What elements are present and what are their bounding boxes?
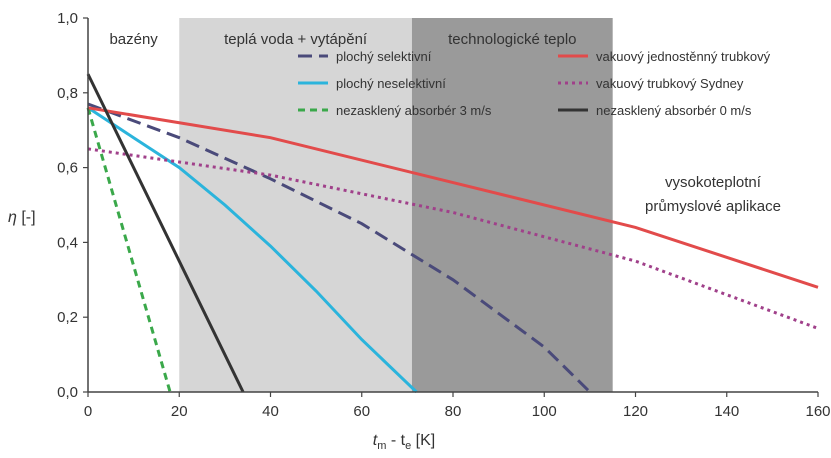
x-axis-label-t: t bbox=[373, 432, 378, 449]
x-tick-label: 100 bbox=[532, 403, 557, 420]
x-tick-label: 140 bbox=[714, 403, 739, 420]
x-tick-label: 0 bbox=[84, 403, 92, 420]
legend-entry-vakuovy-jednostenny-trubkovy: vakuový jednostěnný trubkový bbox=[596, 49, 771, 64]
y-axis-label: η [-] bbox=[8, 209, 36, 226]
x-tick-label: 60 bbox=[353, 403, 370, 420]
x-axis-label-unit: [K] bbox=[411, 432, 435, 449]
tick-labels: 0 20 40 60 80 100 120 140 160 0,0 0,2 0,4 0,6 0,8 1,0 bbox=[57, 10, 830, 420]
legend: plochý selektivní plochý neselektivní neza… bbox=[298, 49, 771, 118]
y-tick-label: 0,4 bbox=[57, 234, 78, 251]
zone-label-bazeny: bazény bbox=[109, 31, 158, 48]
x-axis-label: tm - te [K] bbox=[373, 432, 435, 452]
y-tick-label: 0,0 bbox=[57, 384, 78, 401]
zone-bands bbox=[88, 18, 613, 392]
annotation-line-2: průmyslové aplikace bbox=[645, 198, 781, 215]
series-line-plochy-neselektivni bbox=[87, 106, 418, 394]
zone-band-tepla-voda-vytapeni bbox=[179, 18, 412, 392]
legend-entry-plochy-selektivni: plochý selektivní bbox=[336, 49, 432, 64]
y-axis-label-unit: [-] bbox=[17, 209, 36, 226]
legend-entry-plochy-neselektivni: plochý neselektivní bbox=[336, 76, 446, 91]
zone-label-technologicke-teplo: technologické teplo bbox=[448, 31, 576, 48]
legend-entry-nezaskleny-absorber-3-m-s: nezasklený absorbér 3 m/s bbox=[336, 103, 492, 118]
legend-entry-nezaskleny-absorber-0-m-s: nezasklený absorbér 0 m/s bbox=[596, 103, 752, 118]
x-tick-label: 40 bbox=[262, 403, 279, 420]
x-axis-label-minus-t: - t bbox=[386, 432, 405, 449]
y-tick-label: 1,0 bbox=[57, 10, 78, 27]
x-tick-label: 20 bbox=[171, 403, 188, 420]
legend-entry-vakuovy-trubkovy-sydney: vakuový trubkový Sydney bbox=[596, 76, 744, 91]
annotation-line-1: vysokoteplotní bbox=[665, 174, 762, 191]
series-line-vakuovy-trubkovy-sydney bbox=[87, 147, 819, 330]
y-tick-label: 0,6 bbox=[57, 160, 78, 177]
series-line-nezaskleny-absorber-3-m-s bbox=[86, 107, 172, 393]
y-tick-label: 0,8 bbox=[57, 85, 78, 102]
zone-band-bazeny bbox=[88, 18, 180, 392]
x-tick-label: 160 bbox=[805, 403, 830, 420]
zone-labels: bazény teplá voda + vytápění technologické… bbox=[109, 31, 576, 48]
x-tick-label: 80 bbox=[445, 403, 462, 420]
series-lines bbox=[86, 73, 819, 394]
x-axis-label-sub-m: m bbox=[377, 440, 386, 452]
y-axis-label-symbol: η bbox=[8, 209, 17, 226]
x-axis-label-sub-e: e bbox=[405, 440, 411, 452]
series-line-vakuovy-jednostenny-trubkovy bbox=[87, 106, 819, 289]
zone-label-tepla-voda-vytapeni: teplá voda + vytápění bbox=[224, 31, 368, 48]
x-tick-label: 120 bbox=[623, 403, 648, 420]
y-tick-label: 0,2 bbox=[57, 309, 78, 326]
series-line-nezaskleny-absorber-0-m-s bbox=[86, 73, 245, 393]
series-line-plochy-selektivni bbox=[87, 102, 591, 394]
zone-band-technologicke-teplo bbox=[411, 18, 613, 392]
